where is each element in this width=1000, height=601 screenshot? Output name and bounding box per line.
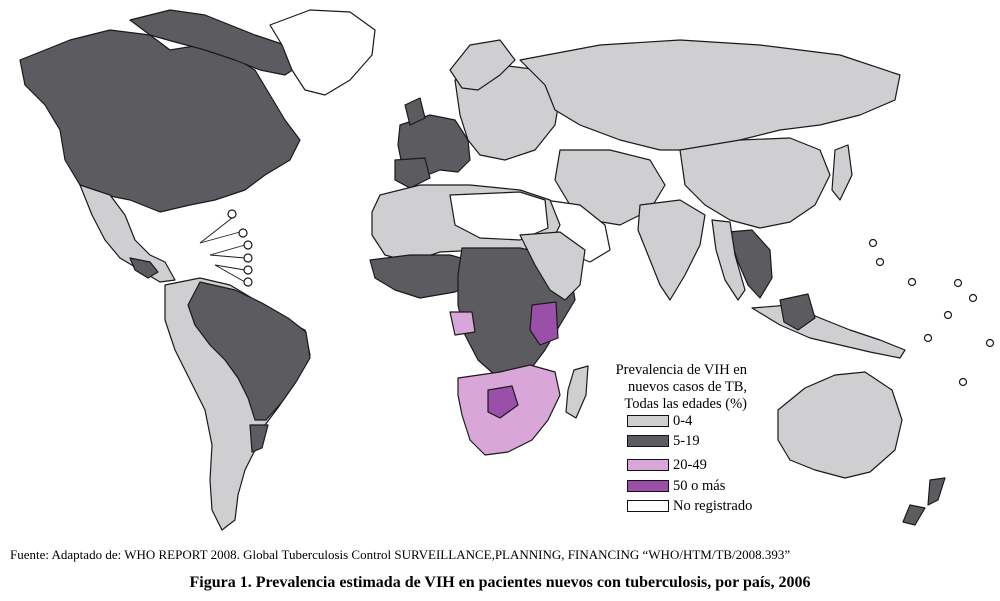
zambia-region [529, 301, 559, 346]
legend-item-5-19: 5-19 [627, 433, 700, 449]
angola-region [449, 311, 476, 336]
world-map-area [19, 9, 995, 531]
legend-title-line: Prevalencia de VIH en [615, 362, 747, 378]
scandinavia-region [449, 39, 516, 91]
legend-label: 20-49 [673, 456, 707, 473]
legend-title: Prevalencia de VIH en nuevos casos de TB… [597, 362, 747, 413]
legend-title-line: nuevos casos de TB, [628, 379, 747, 395]
iberia-region [394, 157, 431, 189]
legend-swatch [627, 459, 669, 471]
caribbean-callouts [199, 209, 253, 287]
sea-peninsula-region [711, 219, 746, 301]
legend-swatch [627, 500, 669, 512]
legend-label: 5-19 [673, 432, 700, 449]
china-region [679, 137, 831, 229]
australia-region [777, 371, 903, 479]
legend-swatch [627, 415, 669, 427]
figure-caption: Figura 1. Prevalencia estimada de VIH en… [189, 574, 811, 591]
legend-item-20-49: 20-49 [627, 457, 707, 473]
legend-item-no-registrado: No registrado [627, 498, 752, 514]
indonesia-region [751, 304, 906, 359]
southeast-asia-region [727, 229, 773, 299]
source-note: Fuente: Adaptado de: WHO REPORT 2008. Gl… [10, 547, 791, 562]
legend: Prevalencia de VIH en nuevos casos de TB… [597, 362, 767, 514]
north-america-region [19, 29, 301, 213]
mexico-region [79, 184, 176, 283]
legend-label: 50 o más [673, 477, 726, 494]
russia-region [519, 39, 901, 151]
legend-swatch [627, 480, 669, 492]
india-region [637, 199, 706, 301]
brazil-region [187, 281, 311, 421]
legend-label: 0-4 [673, 412, 693, 429]
east-africa-region [519, 231, 586, 301]
legend-item-0-4: 0-4 [627, 413, 692, 429]
new-zealand-region [902, 477, 946, 526]
botswana-region [487, 385, 519, 419]
japan-region [831, 144, 853, 201]
legend-item-50-mas: 50 o más [627, 478, 725, 494]
legend-title-line: Todas las edades (%) [624, 396, 747, 412]
legend-swatch [627, 435, 669, 447]
eastern-europe-region [454, 64, 561, 161]
world-map [19, 9, 995, 531]
borneo-region [779, 293, 816, 331]
central-america-dark [129, 257, 159, 279]
pacific-islands [868, 238, 995, 387]
madagascar-region [565, 365, 589, 419]
uk-region [404, 97, 426, 126]
south-cone-dark [249, 424, 269, 453]
greenland-region [269, 9, 376, 96]
legend-label: No registrado [673, 497, 753, 514]
